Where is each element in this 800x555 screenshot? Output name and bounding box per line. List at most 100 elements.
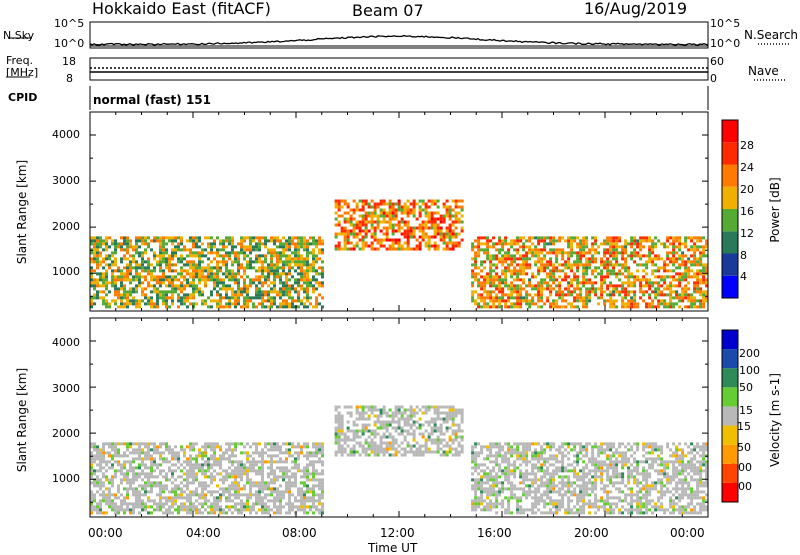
velocity-cell (267, 472, 270, 475)
velocity-cell (347, 421, 350, 424)
velocity-cell (495, 499, 498, 502)
velocity-cell (489, 508, 492, 511)
velocity-cell (162, 487, 165, 490)
velocity-cell (422, 454, 425, 457)
power-cell (138, 254, 141, 257)
power-cell (359, 200, 362, 203)
velocity-cell (341, 421, 344, 424)
velocity-cell (285, 511, 288, 514)
velocity-cell (504, 475, 507, 478)
power-cell (258, 254, 261, 257)
power-cell (624, 251, 627, 254)
power-cell (687, 248, 690, 251)
velocity-cell (425, 445, 428, 448)
velocity-cell (237, 508, 240, 511)
velocity-cell (386, 442, 389, 445)
velocity-cell (288, 448, 291, 451)
velocity-cell (282, 460, 285, 463)
power-cell (303, 302, 306, 305)
velocity-cell (135, 493, 138, 496)
velocity-cell (410, 433, 413, 436)
power-cell (507, 284, 510, 287)
velocity-cell (147, 478, 150, 481)
velocity-cell (264, 460, 267, 463)
velocity-cell (477, 451, 480, 454)
velocity-cell (96, 508, 99, 511)
power-cell (273, 272, 276, 275)
power-cell (522, 260, 525, 263)
power-cell (591, 245, 594, 248)
power-cell (267, 299, 270, 302)
velocity-cell (99, 460, 102, 463)
velocity-cell (353, 424, 356, 427)
velocity-cell (102, 475, 105, 478)
velocity-cell (252, 442, 255, 445)
power-cell (344, 200, 347, 203)
velocity-cell (350, 439, 353, 442)
power-cell (111, 278, 114, 281)
velocity-cell (216, 484, 219, 487)
velocity-cell (216, 472, 219, 475)
power-cell (300, 266, 303, 269)
power-cell (437, 200, 440, 203)
velocity-cell (150, 487, 153, 490)
velocity-cell (240, 466, 243, 469)
velocity-cell (428, 409, 431, 412)
velocity-cell (198, 466, 201, 469)
velocity-cell (474, 505, 477, 508)
power-cell (189, 260, 192, 263)
velocity-cell (219, 505, 222, 508)
velocity-cell (365, 418, 368, 421)
power-cell (483, 284, 486, 287)
power-cell (477, 254, 480, 257)
power-cell (108, 305, 111, 308)
velocity-cell (159, 451, 162, 454)
velocity-cell (480, 475, 483, 478)
velocity-cell (437, 418, 440, 421)
velocity-cell (389, 409, 392, 412)
power-cell (588, 281, 591, 284)
power-cell (264, 281, 267, 284)
power-cell (192, 272, 195, 275)
power-cell (642, 254, 645, 257)
power-cell (338, 203, 341, 206)
power-cell (633, 305, 636, 308)
power-cell (195, 302, 198, 305)
velocity-cell (186, 457, 189, 460)
velocity-cell (395, 442, 398, 445)
power-cell (594, 266, 597, 269)
velocity-cell (267, 493, 270, 496)
power-cell (147, 257, 150, 260)
power-cell (386, 215, 389, 218)
velocity-cell (419, 427, 422, 430)
velocity-cell (513, 469, 516, 472)
power-cell (471, 293, 474, 296)
power-cell (201, 278, 204, 281)
power-cell (353, 248, 356, 251)
power-cell (102, 239, 105, 242)
velocity-cell (159, 487, 162, 490)
power-cell (579, 245, 582, 248)
power-cell (138, 299, 141, 302)
power-cell (341, 215, 344, 218)
power-cell (564, 266, 567, 269)
power-cell (534, 275, 537, 278)
velocity-cell (495, 478, 498, 481)
velocity-cell (147, 454, 150, 457)
power-cell (368, 215, 371, 218)
velocity-cell (404, 421, 407, 424)
velocity-cell (477, 484, 480, 487)
power-cell (225, 275, 228, 278)
power-cell (522, 287, 525, 290)
power-cell (543, 257, 546, 260)
power-cell (681, 299, 684, 302)
power-cell (321, 284, 324, 287)
velocity-cell (117, 463, 120, 466)
velocity-cell (99, 493, 102, 496)
power-cell (452, 233, 455, 236)
power-cell (249, 257, 252, 260)
power-cell (261, 260, 264, 263)
velocity-cell (228, 493, 231, 496)
velocity-cell (458, 451, 461, 454)
power-cell (576, 278, 579, 281)
